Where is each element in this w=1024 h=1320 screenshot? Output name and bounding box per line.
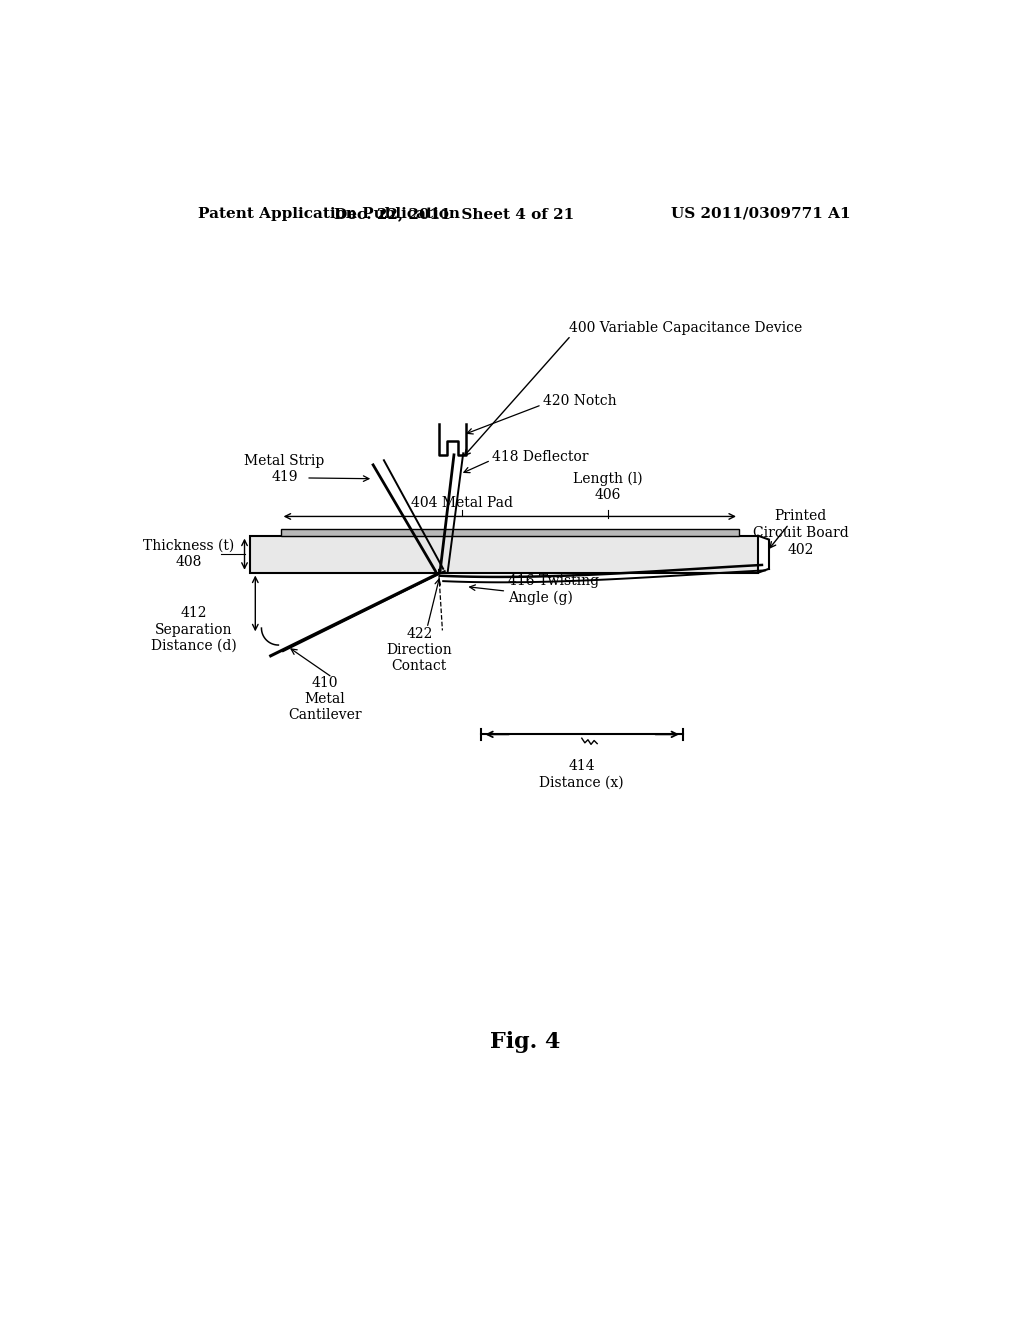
Text: 422
Direction
Contact: 422 Direction Contact xyxy=(386,627,453,673)
Text: 400 Variable Capacitance Device: 400 Variable Capacitance Device xyxy=(569,321,803,335)
Text: Dec. 22, 2011  Sheet 4 of 21: Dec. 22, 2011 Sheet 4 of 21 xyxy=(334,207,574,220)
Bar xyxy=(281,529,739,536)
Text: 414
Distance (x): 414 Distance (x) xyxy=(540,759,624,789)
Text: 420 Notch: 420 Notch xyxy=(543,393,616,408)
Text: Printed
Circuit Board
402: Printed Circuit Board 402 xyxy=(753,508,848,557)
Bar xyxy=(250,536,758,573)
Text: Fig. 4: Fig. 4 xyxy=(489,1031,560,1053)
Text: Thickness (t)
408: Thickness (t) 408 xyxy=(142,539,233,569)
Text: 418 Deflector: 418 Deflector xyxy=(493,450,589,465)
Text: Patent Application Publication: Patent Application Publication xyxy=(199,207,461,220)
Text: 404 Metal Pad: 404 Metal Pad xyxy=(411,495,513,510)
Text: Metal Strip
419: Metal Strip 419 xyxy=(245,454,325,484)
Text: 412
Separation
Distance (d): 412 Separation Distance (d) xyxy=(151,606,237,653)
Text: US 2011/0309771 A1: US 2011/0309771 A1 xyxy=(671,207,851,220)
Text: 416 Twisting
Angle (g): 416 Twisting Angle (g) xyxy=(508,574,599,605)
Text: Length (l)
406: Length (l) 406 xyxy=(573,471,643,502)
Text: 410
Metal
Cantilever: 410 Metal Cantilever xyxy=(288,676,361,722)
